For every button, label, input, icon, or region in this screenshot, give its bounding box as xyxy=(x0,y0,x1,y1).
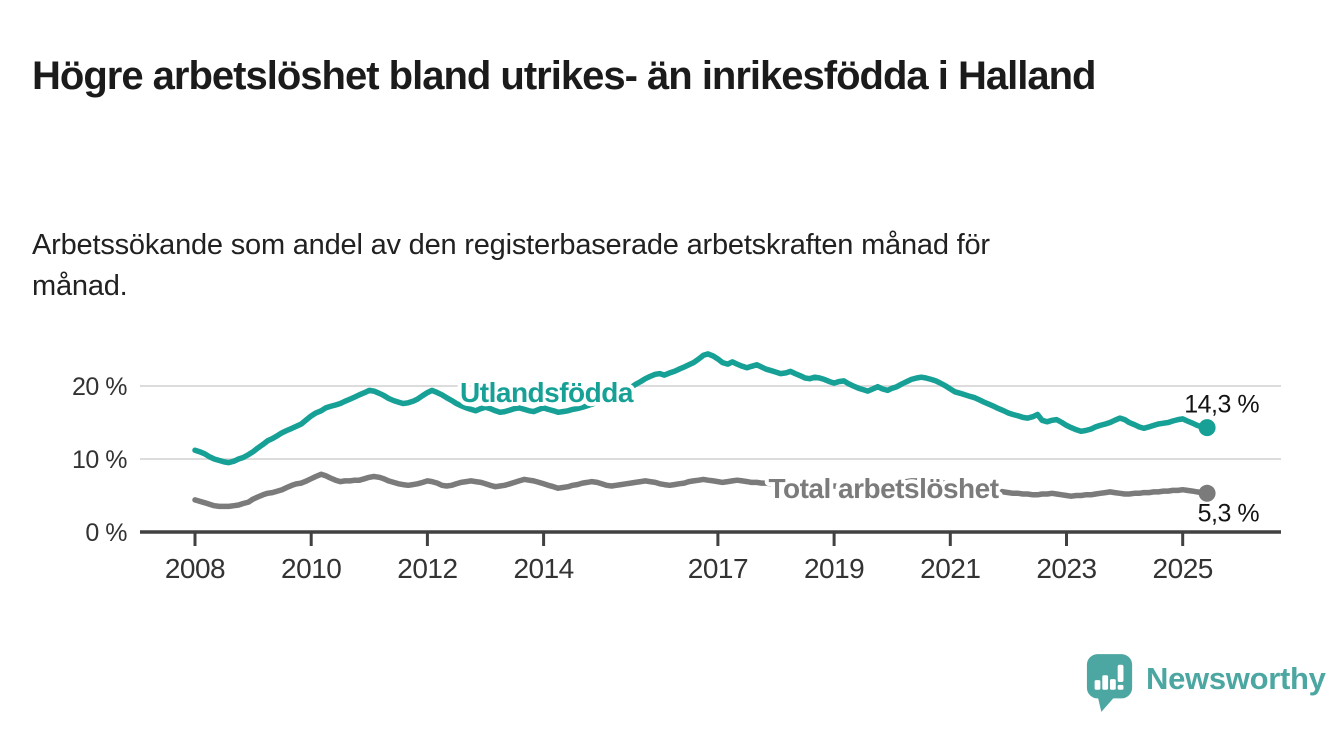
x-axis-tick-label: 2010 xyxy=(281,553,341,584)
series-end-dot xyxy=(1198,419,1216,437)
x-axis-tick-label: 2017 xyxy=(688,553,748,584)
y-axis-tick-label: 0 % xyxy=(85,519,127,547)
series-end-value-label: 14,3 % xyxy=(1184,391,1259,419)
x-axis-tick-label: 2023 xyxy=(1036,553,1096,584)
series-line xyxy=(192,351,1210,466)
y-axis-tick-label: 10 % xyxy=(72,446,127,474)
newsworthy-logo-text: Newsworthy xyxy=(1146,661,1326,696)
series-label: Total arbetslöshet xyxy=(768,473,998,504)
series-end-value-label: 5,3 % xyxy=(1198,499,1260,527)
page-subtitle: Arbetssökande som andel av den registerb… xyxy=(32,229,990,302)
x-axis-tick-label: 2025 xyxy=(1153,553,1213,584)
series-label: Utlandsfödda xyxy=(460,377,634,408)
series-utlandsfodda: Utlandsfödda 14,3 % xyxy=(192,351,1260,466)
x-axis-tick-label: 2012 xyxy=(397,553,457,584)
series-line xyxy=(192,471,1210,510)
newsworthy-logo: Newsworthy xyxy=(1085,652,1326,714)
x-axis-tick-label: 2014 xyxy=(513,553,573,584)
newsworthy-logo-icon xyxy=(1086,654,1133,712)
series-end-dot xyxy=(1198,484,1216,502)
x-axis-tick-label: 2021 xyxy=(920,553,980,584)
page-title: Högre arbetslöshet bland utrikes- än inr… xyxy=(32,53,1096,98)
y-axis-tick-label: 20 % xyxy=(72,373,127,401)
series-total-arbetsloshet: Total arbetslöshet 5,3 % xyxy=(192,469,1260,527)
x-axis-tick-label: 2008 xyxy=(165,553,225,584)
x-axis-tick-label: 2019 xyxy=(804,553,864,584)
